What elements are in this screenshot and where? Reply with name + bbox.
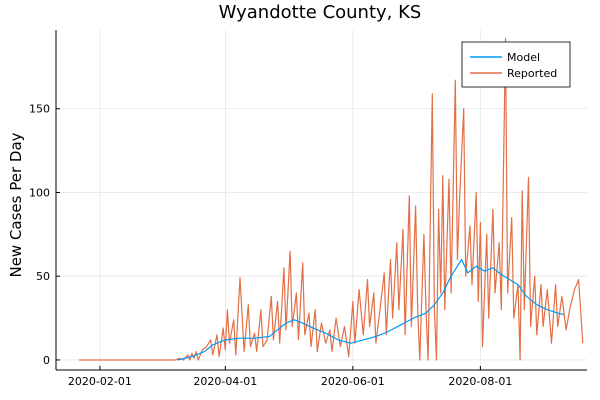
y-tick-label: 50 [36,270,50,283]
y-ticks: 0 50 100 150 [29,103,60,367]
x-ticks: 2020-02-01 2020-04-01 2020-06-01 2020-08-01 [68,366,512,388]
series-line-model [177,258,565,361]
y-axis-label: New Cases Per Day [7,132,25,277]
x-tick-label: 2020-08-01 [448,375,512,388]
x-tick-label: 2020-06-01 [321,375,385,388]
series-lines [79,37,584,361]
x-tick-label: 2020-02-01 [68,375,132,388]
legend: Model Reported [461,41,571,88]
series-line-reported [79,37,584,361]
y-tick-label: 100 [29,186,50,199]
y-tick-label: 150 [29,103,50,116]
legend-box [461,41,571,88]
legend-label-model: Model [507,51,540,64]
legend-label-reported: Reported [507,67,557,80]
x-tick-label: 2020-04-01 [193,375,257,388]
y-tick-label: 0 [43,354,50,367]
chart-title: Wyandotte County, KS [219,2,422,23]
